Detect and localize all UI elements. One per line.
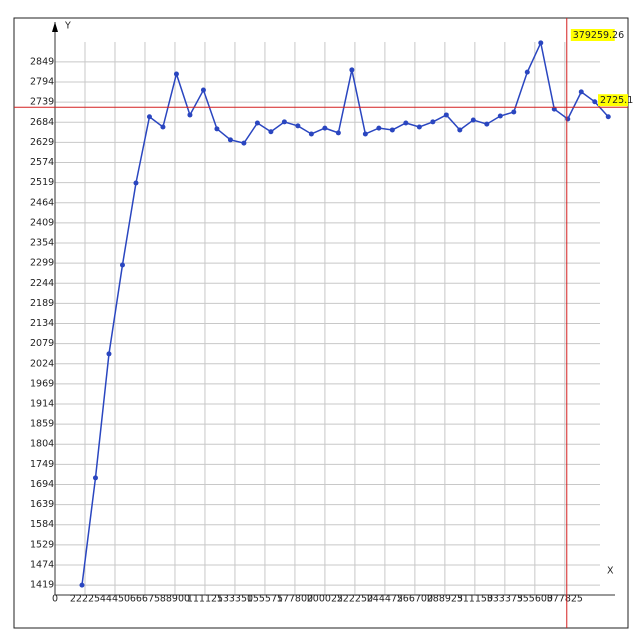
y-tick-label: 2244 xyxy=(30,278,54,289)
y-tick-label: 1584 xyxy=(30,519,54,530)
data-point xyxy=(133,180,139,186)
data-point xyxy=(268,129,274,135)
series-line xyxy=(81,40,609,586)
data-point xyxy=(227,137,233,143)
data-point xyxy=(376,125,382,131)
data-point xyxy=(389,127,395,133)
y-tick-label: 2299 xyxy=(30,258,54,269)
x-tick-label: 177800 xyxy=(277,594,313,605)
x-tick-label: 222250 xyxy=(337,594,373,605)
crosshair-y-label-bg xyxy=(598,94,628,107)
x-tick-label: 333375 xyxy=(487,594,523,605)
x-tick-label: 88900 xyxy=(160,594,190,605)
x-tick-label: 288925 xyxy=(427,594,463,605)
x-tick-label: 155575 xyxy=(247,594,283,605)
y-tick-label: 2629 xyxy=(30,137,54,148)
x-tick-label: 111125 xyxy=(187,594,223,605)
data-point xyxy=(106,351,112,357)
y-tick-label: 2739 xyxy=(30,97,54,108)
data-point xyxy=(524,69,530,75)
x-tick-label: 355600 xyxy=(517,594,553,605)
y-axis-arrow xyxy=(52,22,58,32)
data-point xyxy=(511,109,517,115)
data-point xyxy=(79,582,85,588)
x-tick-label: 266700 xyxy=(397,594,433,605)
data-point xyxy=(349,67,355,73)
y-tick-label: 1914 xyxy=(30,399,54,410)
data-point xyxy=(430,119,436,125)
data-point xyxy=(551,106,557,112)
data-point xyxy=(308,131,314,137)
y-tick-label: 2079 xyxy=(30,338,54,349)
data-point xyxy=(187,112,193,118)
data-point xyxy=(119,262,125,268)
data-point xyxy=(335,130,341,136)
x-tick-label: 66675 xyxy=(130,594,160,605)
data-point xyxy=(565,116,571,122)
y-tick-label: 1694 xyxy=(30,479,54,490)
y-tick-label: 2794 xyxy=(30,77,54,88)
y-tick-label: 1639 xyxy=(30,499,54,510)
crosshair-x-label: 379259.26 xyxy=(573,30,624,41)
y-tick-label: 1474 xyxy=(30,559,54,570)
data-point xyxy=(470,117,476,123)
data-point xyxy=(605,114,611,120)
data-point xyxy=(578,89,584,95)
data-point xyxy=(497,113,503,119)
data-point xyxy=(254,120,260,126)
y-tick-label: 2409 xyxy=(30,217,54,228)
data-point xyxy=(457,127,463,133)
y-tick-label: 2519 xyxy=(30,177,54,188)
y-tick-label: 2189 xyxy=(30,298,54,309)
data-point xyxy=(484,121,490,127)
y-tick-label: 2684 xyxy=(30,117,54,128)
crosshair-x-label-bg xyxy=(570,29,615,41)
y-tick-label: 1529 xyxy=(30,539,54,550)
x-tick-label: 133350 xyxy=(217,594,253,605)
y-tick-label: 1859 xyxy=(30,419,54,430)
data-point xyxy=(592,99,598,105)
x-tick-label: 0 xyxy=(52,594,58,605)
y-tick-label: 1749 xyxy=(30,459,54,470)
y-tick-label: 2024 xyxy=(30,358,54,369)
crosshair-y-label: 2725.1 xyxy=(600,95,633,106)
y-tick-label: 1969 xyxy=(30,378,54,389)
data-point xyxy=(362,131,368,137)
data-point xyxy=(146,114,152,120)
data-point xyxy=(214,126,220,132)
data-point xyxy=(295,123,301,129)
x-axis-label: X xyxy=(607,566,614,577)
data-point xyxy=(160,124,166,130)
data-point xyxy=(200,87,206,93)
x-tick-label: 311150 xyxy=(457,594,493,605)
data-point xyxy=(173,71,179,77)
data-point xyxy=(92,475,98,481)
y-tick-label: 2134 xyxy=(30,318,54,329)
x-tick-label: 22225 xyxy=(70,594,100,605)
data-point xyxy=(281,119,287,125)
y-tick-label: 1804 xyxy=(30,439,54,450)
x-tick-label: 200025 xyxy=(307,594,343,605)
x-tick-label: 244475 xyxy=(367,594,403,605)
data-point xyxy=(443,112,449,118)
y-tick-label: 2574 xyxy=(30,157,54,168)
y-tick-label: 2464 xyxy=(30,197,54,208)
data-point xyxy=(416,124,422,130)
x-tick-label: 377825 xyxy=(547,594,583,605)
y-tick-label: 1419 xyxy=(30,580,54,591)
plot-frame xyxy=(13,17,629,629)
data-point xyxy=(322,125,328,131)
y-tick-label: 2849 xyxy=(30,56,54,67)
data-point xyxy=(538,40,544,46)
data-point xyxy=(241,140,247,146)
x-tick-label: 44450 xyxy=(100,594,130,605)
data-point xyxy=(403,120,409,126)
y-axis-label: Y xyxy=(64,21,71,32)
y-tick-label: 2354 xyxy=(30,238,54,249)
